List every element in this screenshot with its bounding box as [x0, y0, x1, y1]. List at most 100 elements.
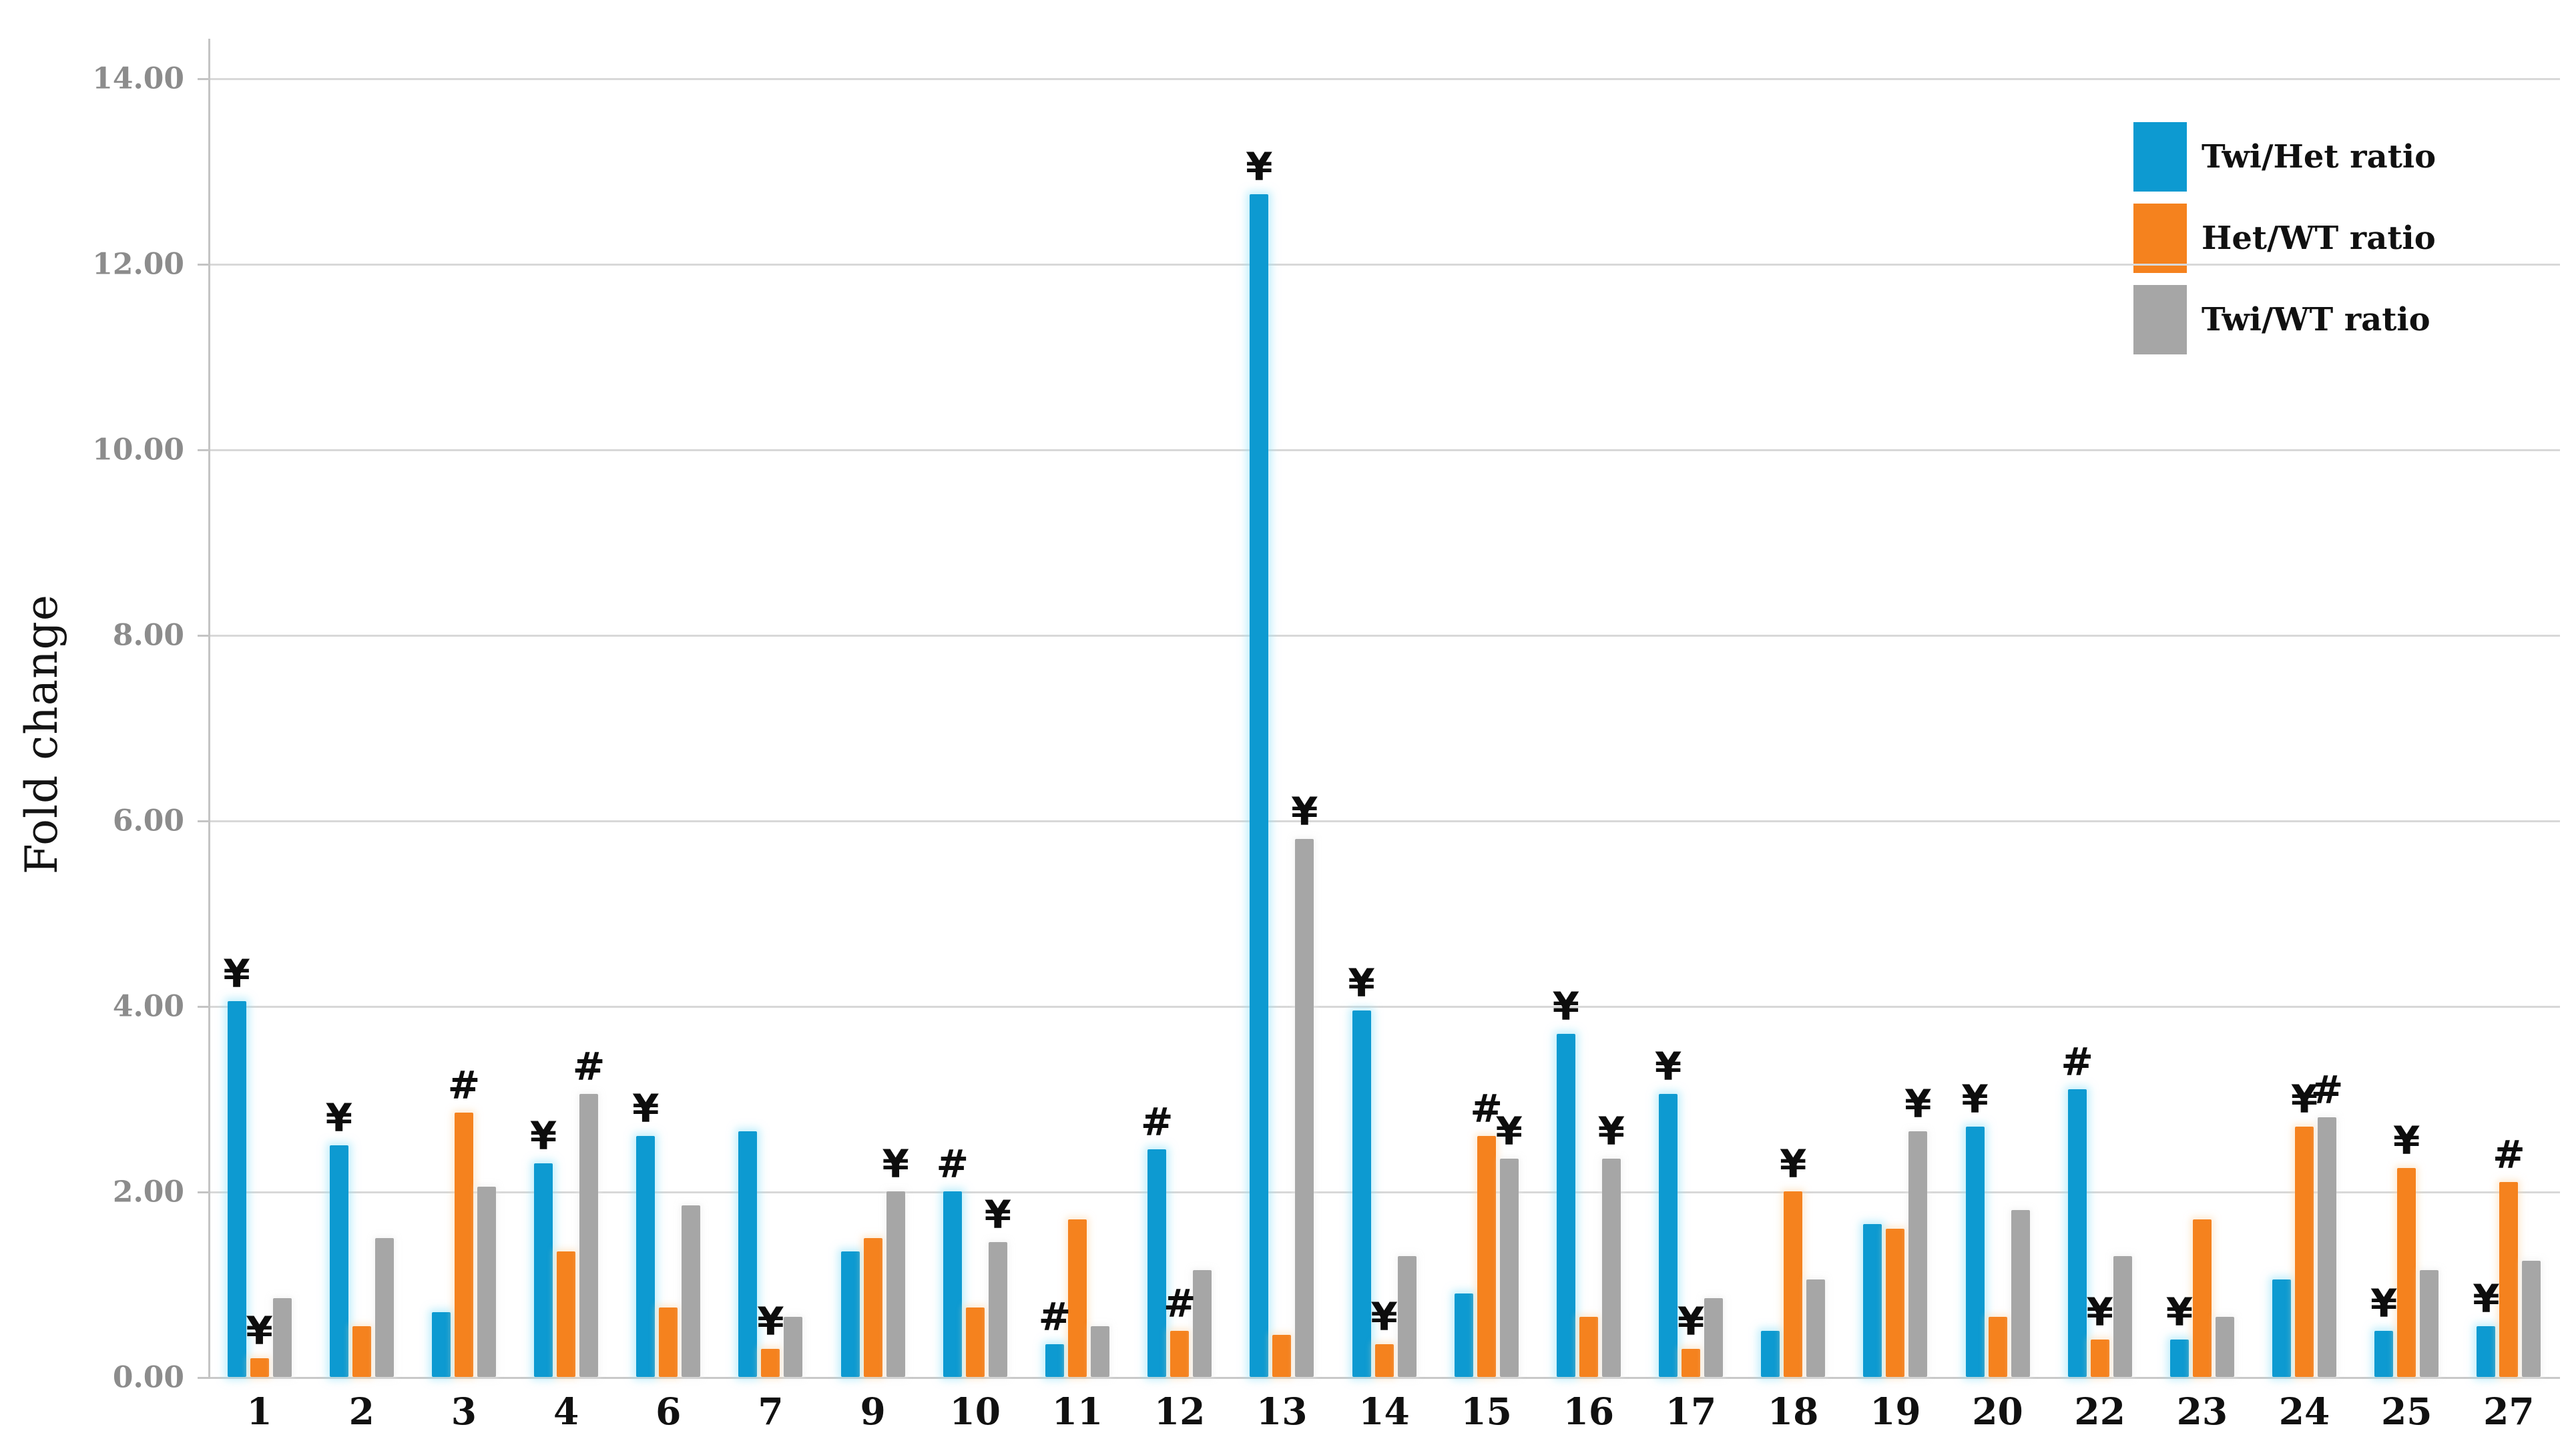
legend-item-het-wt-ratio: Het/WT ratio: [2133, 203, 2436, 274]
bar-twi-wt-ratio-2: [374, 1237, 394, 1377]
bar-twi-wt-ratio-9: [886, 1191, 905, 1377]
significance-symbol: #: [2493, 1132, 2525, 1178]
bar-twi-wt-ratio-22: [2113, 1256, 2132, 1377]
bar-twi-wt-ratio-14: [1397, 1256, 1416, 1377]
bar-twi-wt-ratio-17: [1704, 1297, 1724, 1377]
chart-legend: Twi/Het ratio Het/WT ratio Twi/WT ratio: [2133, 121, 2436, 366]
bar-het-wt-ratio-20: [1988, 1316, 2007, 1377]
bar-het-wt-ratio-24: [2295, 1126, 2314, 1377]
bar-twi-het-ratio-16: [1556, 1033, 1575, 1377]
x-axis-label-15: 15: [1461, 1390, 1512, 1433]
bar-het-wt-ratio-16: [1579, 1316, 1598, 1377]
legend-label: Het/WT ratio: [2202, 220, 2436, 257]
significance-symbol: ¥: [1495, 1109, 1523, 1155]
bar-het-wt-ratio-25: [2397, 1168, 2416, 1377]
bar-het-wt-ratio-2: [352, 1326, 371, 1377]
bar-twi-wt-ratio-11: [1090, 1326, 1109, 1377]
significance-symbol: ¥: [757, 1299, 784, 1345]
bar-twi-het-ratio-12: [1147, 1149, 1167, 1377]
y-axis-tick: [198, 449, 208, 451]
significance-symbol: ¥: [984, 1192, 1011, 1238]
bar-twi-wt-ratio-10: [988, 1242, 1007, 1377]
bar-twi-het-ratio-10: [943, 1191, 962, 1377]
bar-twi-het-ratio-25: [2374, 1330, 2394, 1377]
legend-item-twi-het-ratio: Twi/Het ratio: [2133, 121, 2436, 192]
significance-symbol: #: [1140, 1099, 1174, 1145]
significance-symbol: ¥: [882, 1141, 909, 1187]
y-tick-label: 4.00: [112, 989, 184, 1024]
x-axis-label-24: 24: [2278, 1390, 2330, 1433]
x-axis-label-17: 17: [1665, 1390, 1717, 1433]
bar-het-wt-ratio-27: [2499, 1182, 2519, 1377]
bar-twi-wt-ratio-25: [2420, 1270, 2439, 1377]
x-axis-label-12: 12: [1153, 1390, 1206, 1433]
significance-symbol: #: [1470, 1085, 1503, 1131]
legend-label: Twi/Het ratio: [2202, 138, 2436, 176]
bar-het-wt-ratio-7: [761, 1349, 780, 1377]
bar-twi-het-ratio-15: [1454, 1293, 1473, 1377]
y-tick-label: 2.00: [112, 1175, 184, 1209]
bar-het-wt-ratio-9: [863, 1237, 882, 1377]
bar-twi-wt-ratio-15: [1499, 1159, 1519, 1377]
x-axis-label-18: 18: [1767, 1390, 1819, 1433]
significance-symbol: #: [2310, 1067, 2344, 1113]
bar-het-wt-ratio-19: [1886, 1228, 1905, 1377]
significance-symbol: ¥: [1597, 1109, 1625, 1155]
legend-swatch-icon: [2133, 204, 2187, 273]
bar-twi-wt-ratio-4: [579, 1094, 599, 1377]
x-axis-label-3: 3: [451, 1390, 477, 1433]
bar-twi-het-ratio-2: [329, 1145, 348, 1377]
bar-het-wt-ratio-10: [965, 1307, 985, 1377]
bar-twi-wt-ratio-20: [2011, 1209, 2030, 1377]
significance-symbol: ¥: [325, 1095, 352, 1141]
significance-symbol: ¥: [1552, 983, 1580, 1029]
bar-twi-het-ratio-14: [1352, 1010, 1371, 1377]
significance-symbol: #: [2061, 1039, 2094, 1085]
bar-het-wt-ratio-4: [557, 1251, 576, 1377]
significance-symbol: #: [447, 1062, 481, 1108]
significance-symbol: ¥: [1961, 1076, 1989, 1122]
bar-twi-wt-ratio-1: [272, 1297, 292, 1377]
bar-twi-wt-ratio-16: [1601, 1159, 1621, 1377]
bar-het-wt-ratio-3: [454, 1112, 473, 1377]
bar-het-wt-ratio-22: [2090, 1340, 2109, 1377]
gridline: [208, 1191, 2560, 1193]
legend-item-twi-wt-ratio: Twi/WT ratio: [2133, 284, 2436, 355]
gridline: [208, 1377, 2560, 1379]
bar-het-wt-ratio-1: [250, 1358, 269, 1377]
significance-symbol: ¥: [2473, 1275, 2500, 1322]
bar-twi-het-ratio-11: [1045, 1344, 1064, 1377]
x-axis-label-6: 6: [656, 1390, 682, 1433]
x-axis-label-16: 16: [1563, 1390, 1615, 1433]
bar-twi-wt-ratio-27: [2522, 1261, 2541, 1377]
bar-twi-wt-ratio-23: [2215, 1316, 2234, 1377]
significance-symbol: ¥: [2165, 1289, 2194, 1336]
y-tick-label: 12.00: [92, 247, 184, 282]
gridline: [208, 1006, 2560, 1008]
bar-twi-wt-ratio-6: [682, 1205, 701, 1377]
x-axis-label-22: 22: [2074, 1390, 2125, 1433]
bar-twi-het-ratio-9: [840, 1251, 860, 1377]
bar-twi-wt-ratio-12: [1193, 1270, 1212, 1377]
bar-twi-het-ratio-17: [1659, 1094, 1678, 1377]
significance-symbol: ¥: [1677, 1299, 1705, 1345]
bar-twi-het-ratio-23: [2169, 1340, 2189, 1377]
bar-het-wt-ratio-14: [1374, 1344, 1394, 1377]
y-tick-label: 10.00: [92, 432, 184, 467]
significance-symbol: ¥: [632, 1085, 660, 1131]
significance-symbol: ¥: [2290, 1076, 2318, 1122]
bar-het-wt-ratio-6: [659, 1307, 678, 1377]
significance-symbol: ¥: [1904, 1081, 1932, 1127]
bar-twi-het-ratio-13: [1250, 194, 1269, 1377]
bar-twi-het-ratio-1: [227, 1001, 246, 1377]
bar-twi-wt-ratio-7: [784, 1316, 803, 1377]
bar-twi-het-ratio-19: [1863, 1223, 1882, 1377]
bar-twi-wt-ratio-24: [2318, 1117, 2337, 1377]
bar-het-wt-ratio-11: [1067, 1219, 1087, 1377]
legend-label: Twi/WT ratio: [2202, 301, 2430, 338]
x-axis-label-7: 7: [758, 1390, 784, 1433]
gridline: [208, 264, 2560, 266]
significance-symbol: #: [572, 1044, 605, 1090]
legend-swatch-icon: [2133, 285, 2187, 354]
x-axis-label-23: 23: [2176, 1390, 2228, 1433]
